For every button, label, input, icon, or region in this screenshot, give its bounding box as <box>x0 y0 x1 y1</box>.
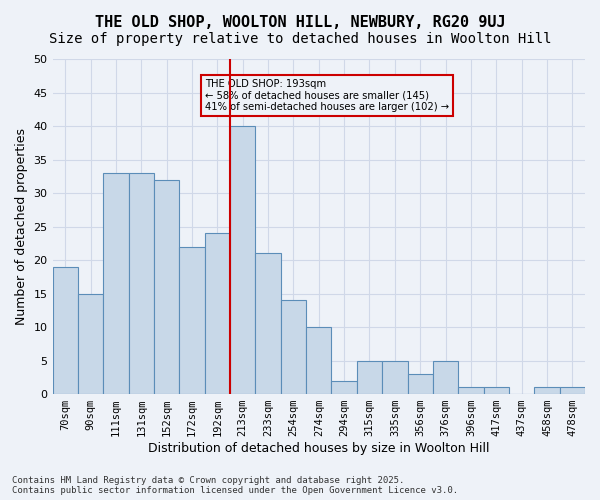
Bar <box>306 327 331 394</box>
Text: THE OLD SHOP, WOOLTON HILL, NEWBURY, RG20 9UJ: THE OLD SHOP, WOOLTON HILL, NEWBURY, RG2… <box>95 15 505 30</box>
Bar <box>281 300 306 394</box>
Bar <box>484 388 509 394</box>
Bar <box>128 173 154 394</box>
Bar <box>78 294 103 394</box>
Bar <box>357 360 382 394</box>
Bar <box>103 173 128 394</box>
Bar <box>560 388 585 394</box>
Text: Size of property relative to detached houses in Woolton Hill: Size of property relative to detached ho… <box>49 32 551 46</box>
Bar <box>230 126 256 394</box>
Bar <box>179 246 205 394</box>
Bar <box>407 374 433 394</box>
Bar <box>53 267 78 394</box>
Y-axis label: Number of detached properties: Number of detached properties <box>15 128 28 325</box>
Bar <box>205 233 230 394</box>
Text: THE OLD SHOP: 193sqm
← 58% of detached houses are smaller (145)
41% of semi-deta: THE OLD SHOP: 193sqm ← 58% of detached h… <box>205 79 449 112</box>
Bar <box>534 388 560 394</box>
Bar <box>382 360 407 394</box>
Bar <box>256 254 281 394</box>
Text: Contains HM Land Registry data © Crown copyright and database right 2025.
Contai: Contains HM Land Registry data © Crown c… <box>12 476 458 495</box>
Bar <box>331 380 357 394</box>
Bar <box>154 180 179 394</box>
X-axis label: Distribution of detached houses by size in Woolton Hill: Distribution of detached houses by size … <box>148 442 490 455</box>
Bar <box>458 388 484 394</box>
Bar <box>433 360 458 394</box>
